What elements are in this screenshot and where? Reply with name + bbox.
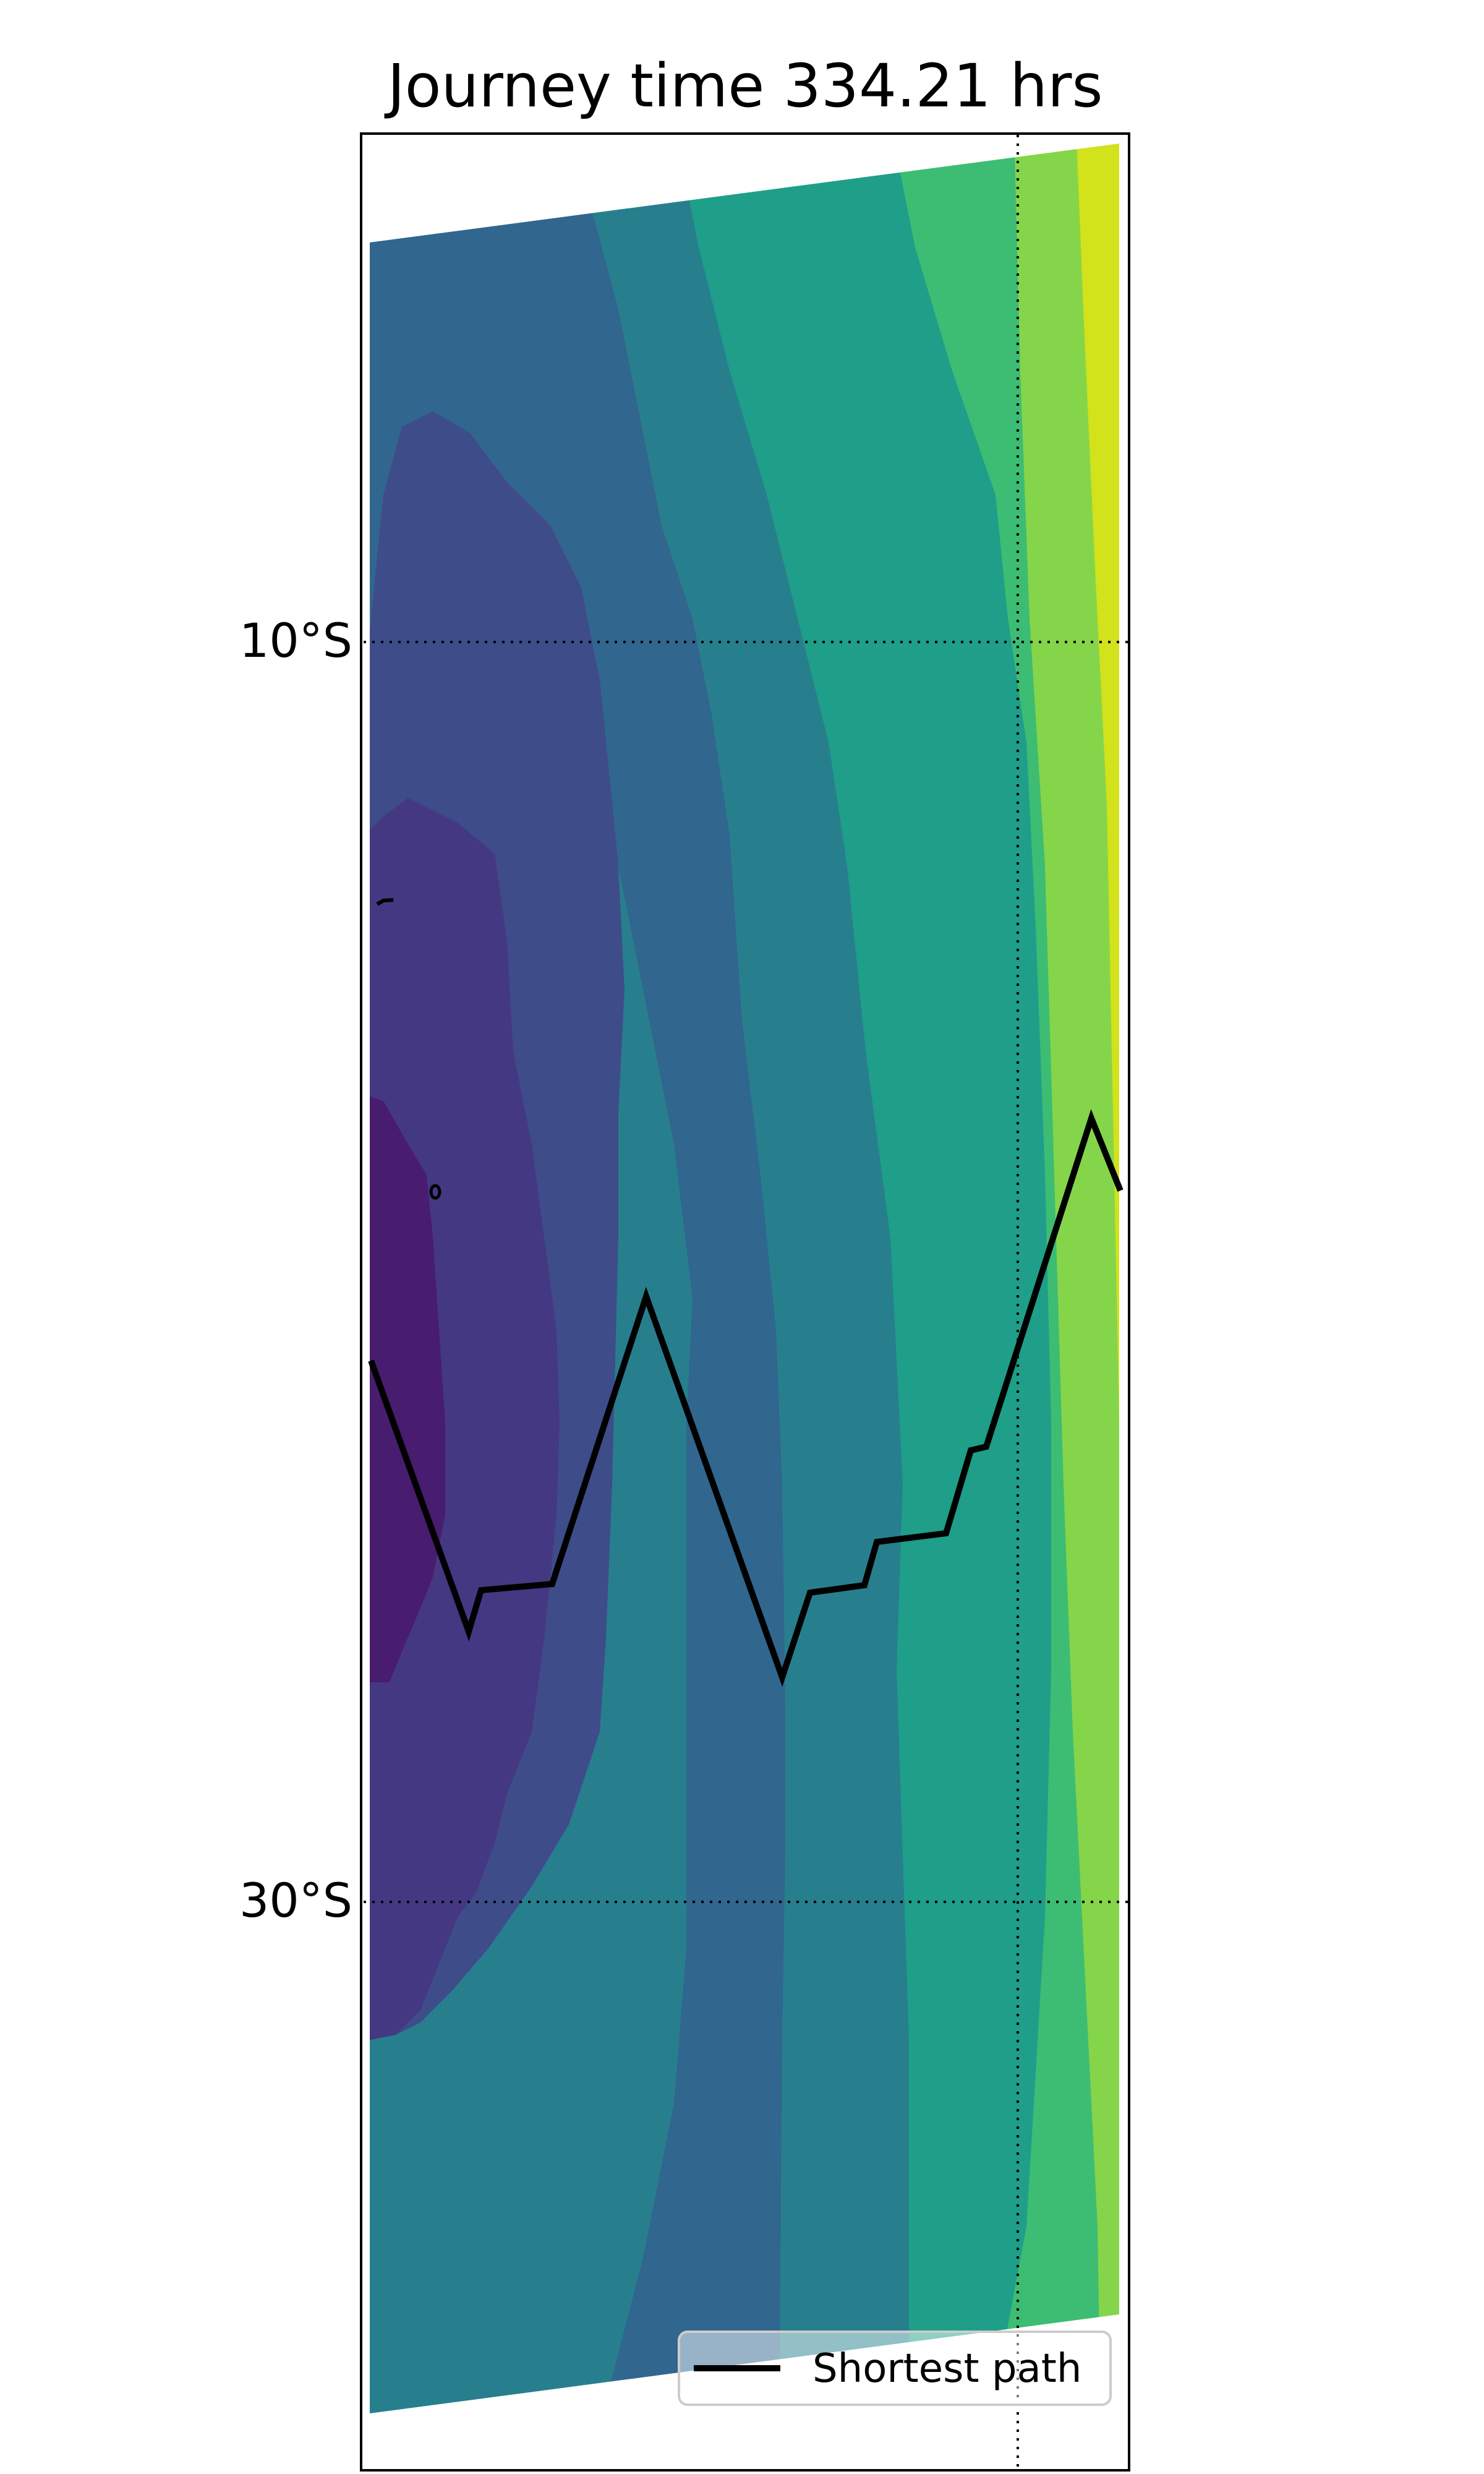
lat-label-30s: 30°S <box>239 1873 352 1928</box>
contour-fragment <box>376 898 394 906</box>
contour-band <box>370 1095 445 1682</box>
contour-band <box>370 143 785 2413</box>
domain-outline-top-mask <box>361 134 1129 242</box>
contour-fragment <box>429 1184 441 1200</box>
graticule <box>364 135 1130 2468</box>
contour-band <box>370 798 560 2041</box>
shortest-path-line <box>368 1109 1124 1687</box>
legend-label: Shortest path <box>812 2346 1081 2392</box>
chart-title: Journey time 334.21 hrs <box>384 51 1102 121</box>
axes-frame <box>360 132 1130 2472</box>
legend: Shortest path <box>678 2331 1112 2406</box>
contour-field <box>370 143 1119 2413</box>
lat-label-10s: 10°S <box>239 613 352 668</box>
legend-box <box>678 2331 1112 2406</box>
